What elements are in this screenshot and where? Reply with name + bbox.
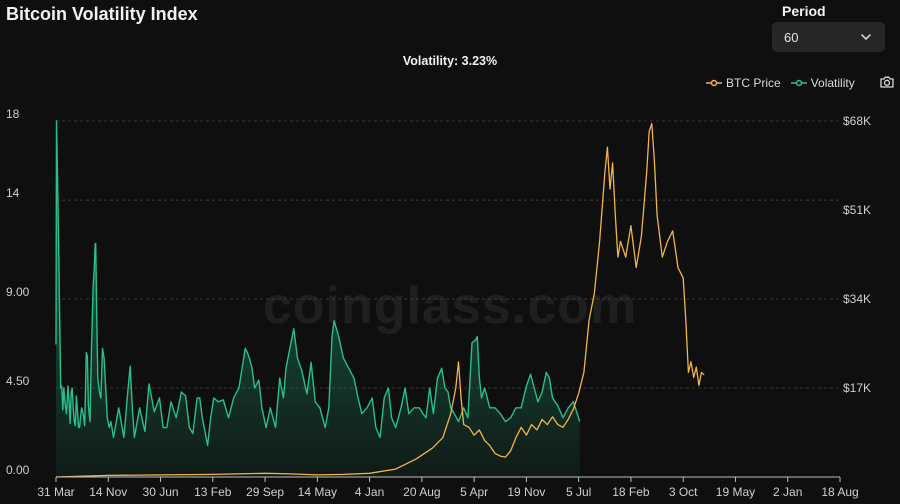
y-right-tick-label: $68K (843, 114, 871, 128)
legend-marker-btc (706, 79, 722, 87)
y-left-tick-label: 9.00 (6, 285, 30, 299)
y-right-tick-label: $51K (843, 203, 871, 217)
y-left-tick-label: 18 (6, 107, 20, 121)
x-tick-label: 29 Sep (246, 485, 284, 499)
legend-item-btc-price[interactable]: BTC Price (706, 76, 781, 90)
x-tick-label: 19 Nov (507, 485, 545, 499)
x-tick-label: 13 Feb (194, 485, 232, 499)
x-tick-label: 18 Feb (612, 485, 650, 499)
camera-icon[interactable] (879, 74, 895, 90)
x-tick-label: 19 May (716, 485, 755, 499)
x-tick-label: 31 Mar (37, 485, 74, 499)
period-dropdown[interactable]: 60 (772, 22, 885, 52)
x-tick-label: 14 Nov (89, 485, 127, 499)
series-line-btc-price (55, 122, 705, 478)
x-tick-label: 30 Jun (143, 485, 179, 499)
x-tick-label: 4 Jan (355, 485, 384, 499)
y-left-tick-label: 4.50 (6, 374, 30, 388)
period-value: 60 (784, 29, 799, 45)
x-tick-label: 5 Apr (460, 485, 488, 499)
x-tick-label: 2 Jan (773, 485, 802, 499)
legend-label-volatility: Volatility (810, 76, 855, 90)
x-tick-label: 20 Aug (403, 485, 440, 499)
x-tick-label: 18 Aug (821, 485, 858, 499)
period-label: Period (782, 3, 826, 19)
y-left-tick-label: 14 (6, 186, 20, 200)
y-right-tick-label: $34K (843, 292, 871, 306)
x-tick-label: 5 Jul (566, 485, 591, 499)
y-right-tick-label: $17K (843, 381, 871, 395)
x-tick-label: 3 Oct (669, 485, 698, 499)
series-line-volatility (55, 120, 581, 447)
chart-legend: BTC Price Volatility (706, 74, 855, 92)
volatility-summary: Volatility: 3.23% (402, 54, 498, 68)
legend-marker-volatility (790, 79, 807, 87)
page-title: Bitcoin Volatility Index (6, 4, 198, 24)
y-left-tick-label: 0.00 (6, 463, 30, 477)
legend-label-btc-price: BTC Price (726, 76, 781, 90)
x-tick-label: 14 May (298, 485, 337, 499)
legend-item-volatility[interactable]: Volatility (790, 76, 855, 90)
chevron-down-icon (861, 34, 871, 40)
